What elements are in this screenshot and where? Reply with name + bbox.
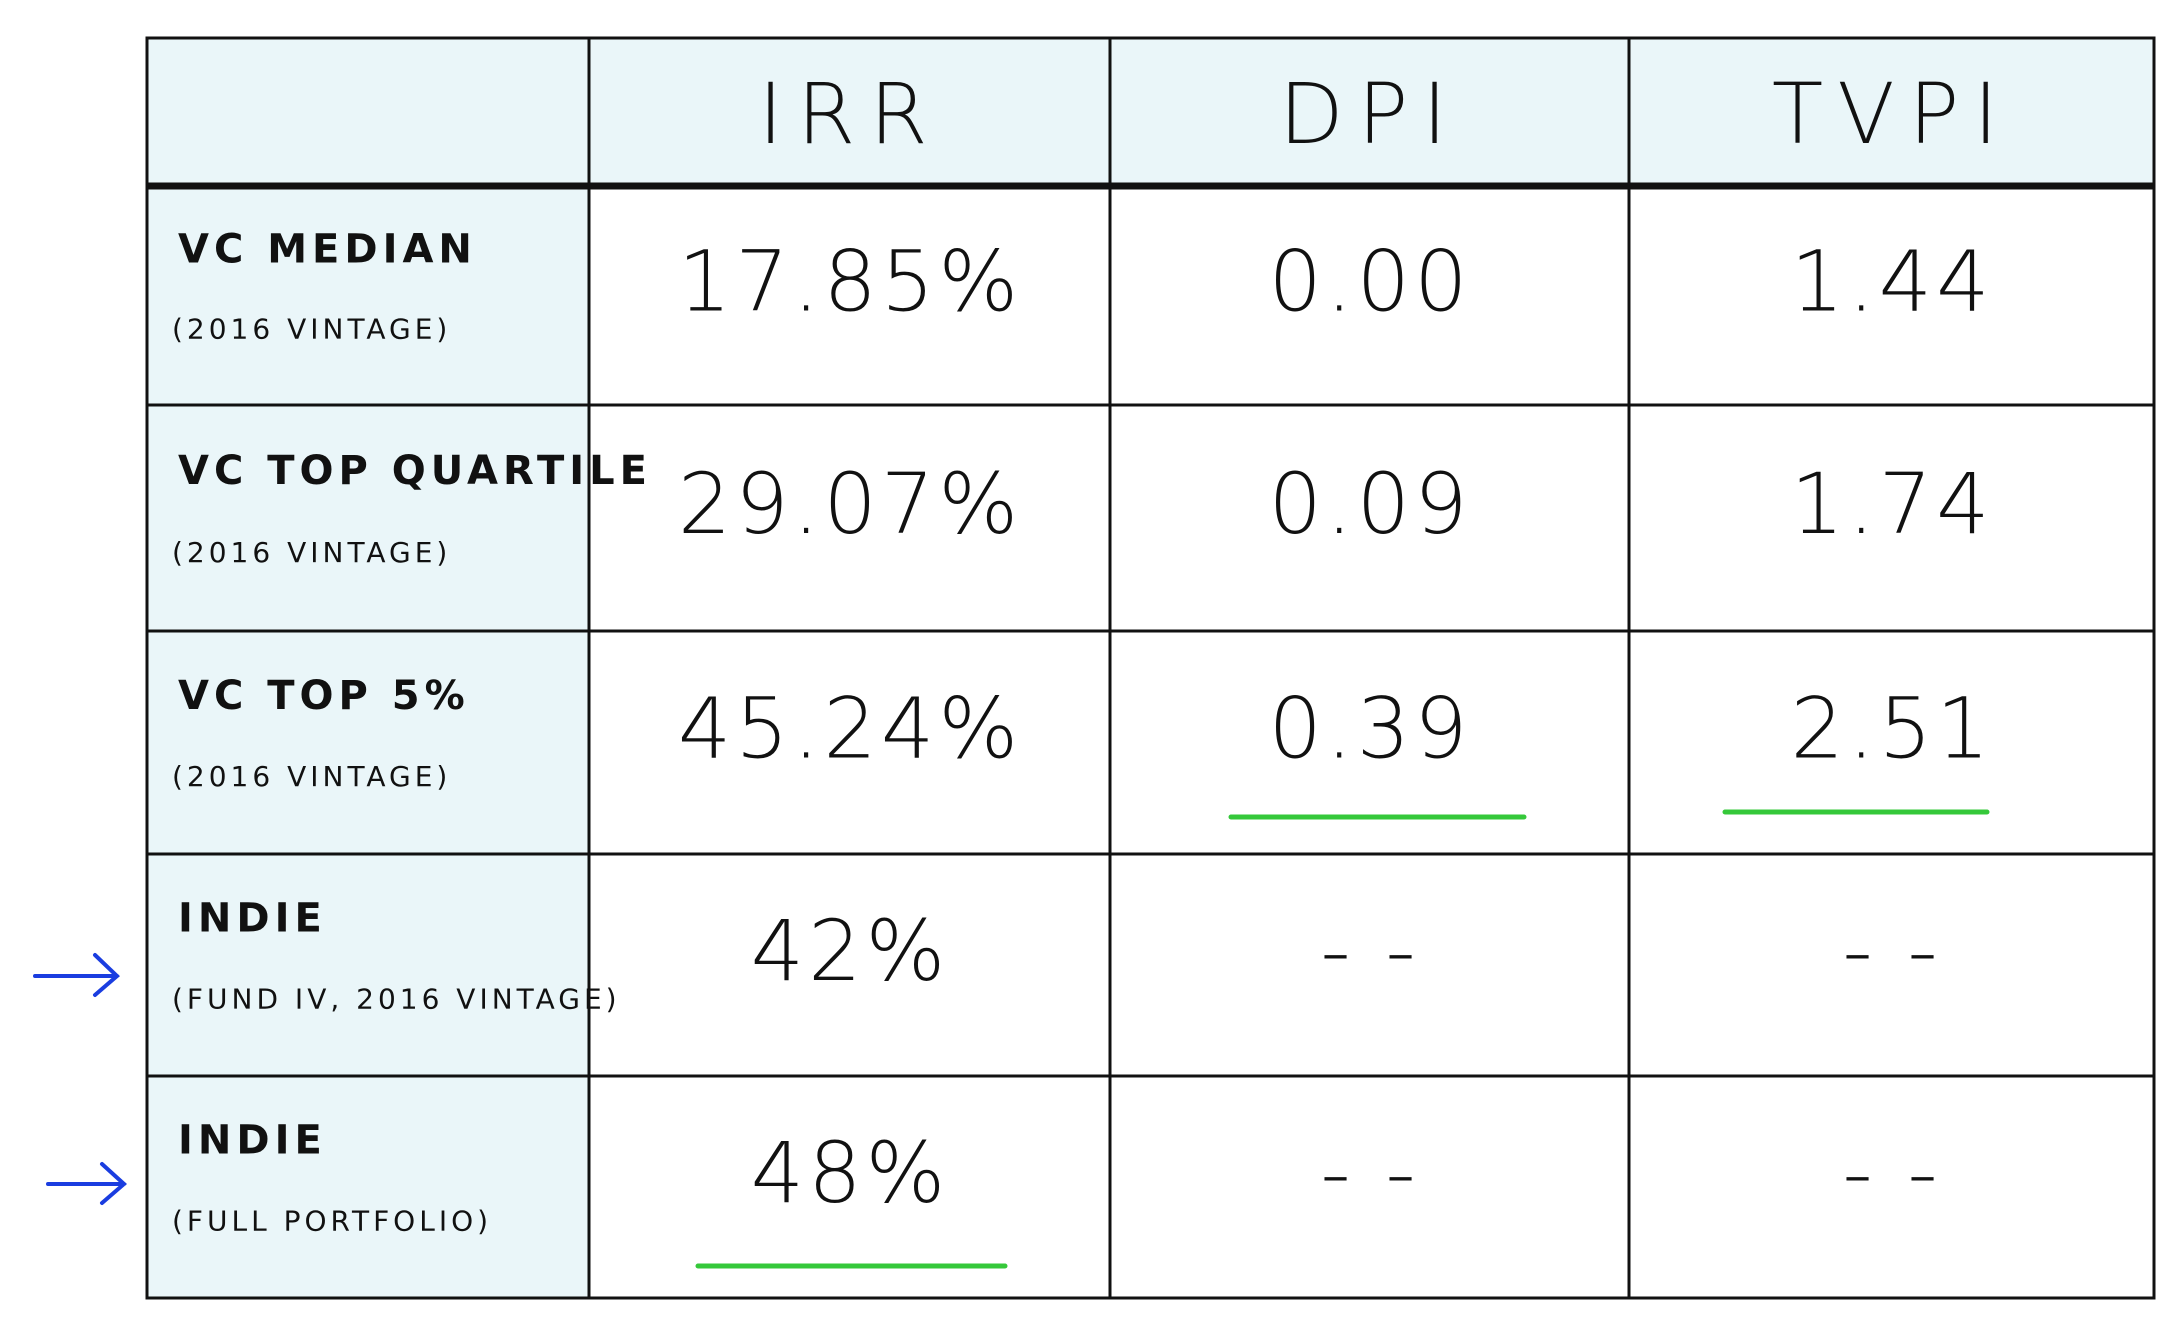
row-label: INDIE	[178, 1118, 327, 1164]
row-sublabel: (2016 VINTAGE)	[172, 313, 451, 346]
row-label: INDIE	[178, 896, 327, 942]
cell-value: 45.24%	[678, 680, 1022, 778]
cell-value: - -	[1842, 902, 1941, 1000]
arrow	[46, 1162, 128, 1205]
cell-value: - -	[1320, 1124, 1419, 1222]
table-border	[145, 36, 2156, 1300]
cell-value: 0.39	[1268, 680, 1471, 778]
cell-value: 1.74	[1790, 455, 1993, 553]
row-sublabel: (FUND IV, 2016 VINTAGE)	[172, 983, 621, 1016]
cell-value: 1.44	[1790, 233, 1993, 331]
row-label: VC TOP 5%	[178, 673, 470, 719]
row-sublabel: (2016 VINTAGE)	[172, 760, 451, 793]
highlights	[695, 809, 1990, 1269]
grid	[145, 36, 2156, 1300]
cell-value: 42%	[751, 902, 950, 1000]
column-header: DPI	[1279, 65, 1461, 163]
cell-value: 29.07%	[678, 455, 1022, 553]
row-sublabel: (FULL PORTFOLIO)	[172, 1205, 492, 1238]
column-header: IRR	[758, 65, 942, 163]
cell-value: - -	[1320, 902, 1419, 1000]
row-sublabel: (2016 VINTAGE)	[172, 536, 451, 569]
arrow	[33, 953, 120, 997]
cell-value: 2.51	[1790, 680, 1993, 778]
row-label: VC TOP QUARTILE	[178, 448, 652, 494]
cell-value: 0.00	[1268, 233, 1471, 331]
column-header: TVPI	[1772, 65, 2012, 163]
row-label: VC MEDIAN	[178, 227, 477, 273]
header-fill	[147, 38, 2154, 186]
cell-value: 0.09	[1268, 455, 1471, 553]
cell-value: - -	[1842, 1124, 1941, 1222]
cell-value: 17.85%	[678, 233, 1022, 331]
arrows	[33, 953, 128, 1205]
cell-value: 48%	[751, 1124, 950, 1222]
label-column-fill	[147, 186, 589, 1298]
